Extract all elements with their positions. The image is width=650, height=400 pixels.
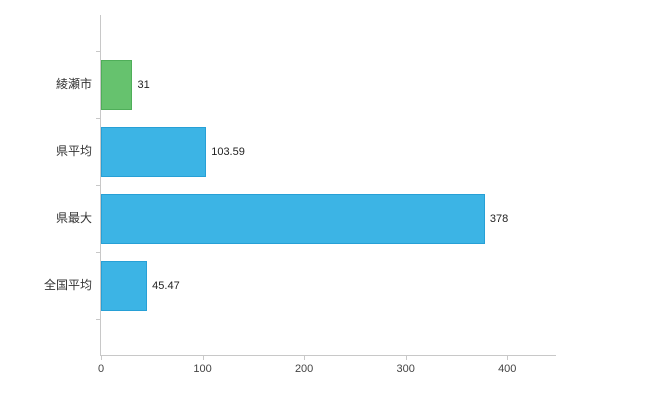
bar-value-label: 103.59 [211, 145, 245, 158]
plot-area: 31 103.59 378 45.47 0 100 200 300 400 [96, 15, 556, 375]
x-axis-tick [101, 355, 102, 360]
y-axis-tick [96, 252, 101, 253]
x-axis-tick [507, 355, 509, 360]
x-axis-tick [202, 355, 204, 360]
bar-row: 378 [101, 185, 556, 252]
category-label: 全国平均 [43, 278, 92, 292]
y-axis-tick [96, 319, 101, 320]
bar-3 [101, 193, 485, 244]
x-axis-tick-label: 300 [396, 363, 415, 375]
x-axis-tick-label: 100 [193, 363, 212, 375]
bar-value-label: 31 [137, 78, 150, 91]
x-axis-tick [405, 355, 407, 360]
category-label: 綾瀬市 [55, 77, 92, 91]
y-axis-tick [96, 118, 101, 119]
y-axis-tick [96, 51, 101, 52]
x-axis-tick-label: 200 [294, 363, 314, 375]
category-label: 県最大 [55, 211, 92, 225]
bar-value-label: 45.47 [152, 279, 180, 292]
x-axis-tick-label: 400 [498, 363, 517, 375]
bar-row: 45.47 [101, 252, 556, 319]
bar-1 [101, 59, 133, 110]
bar-2 [101, 126, 207, 177]
x-axis-tick [304, 355, 306, 360]
bar-row: 31 [101, 51, 556, 118]
bar-value-label: 378 [489, 212, 509, 225]
x-axis-tick-label: 0 [97, 363, 105, 375]
category-label: 県平均 [55, 144, 92, 158]
y-axis-tick [96, 185, 101, 186]
bar-row: 103.59 [101, 118, 556, 185]
bar-4 [101, 260, 148, 311]
